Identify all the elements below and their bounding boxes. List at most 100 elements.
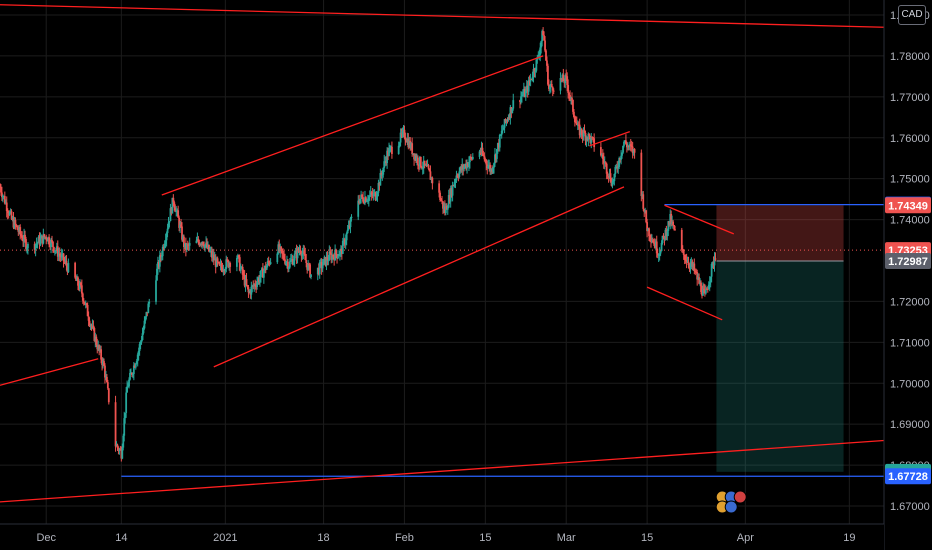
economic-event-icon-2[interactable] — [733, 490, 747, 504]
candle-body-122 — [133, 365, 136, 368]
candle-body-607 — [681, 249, 684, 251]
candle-body-167 — [183, 236, 185, 248]
candle-body-602 — [671, 221, 674, 224]
candle-body-47 — [50, 240, 52, 248]
candle-body-277 — [306, 263, 309, 270]
candle-body-624 — [698, 277, 701, 284]
candle-body-101 — [107, 388, 110, 403]
candle-body-447 — [498, 134, 501, 148]
candle-body-48 — [51, 240, 53, 242]
candle-body-395 — [443, 206, 445, 209]
trendline-4 — [589, 130, 630, 147]
candle-body-389 — [431, 177, 434, 184]
candle-body-560 — [625, 140, 627, 144]
stop-loss-zone — [716, 205, 844, 262]
candle-body-221 — [246, 285, 249, 288]
candle-body-123 — [134, 363, 137, 368]
candle-body-28 — [26, 248, 28, 250]
price-badge-label-5: 1.67728 — [888, 471, 928, 483]
candle-body-105 — [117, 447, 120, 451]
candle-body-507 — [568, 92, 571, 96]
candle-body-185 — [206, 242, 208, 248]
candle-body-156 — [172, 197, 175, 203]
candle-body-256 — [286, 261, 288, 263]
trendlines — [0, 4, 885, 503]
candle-body-362 — [405, 140, 408, 143]
candle-body-239 — [263, 265, 266, 271]
candle-body-286 — [320, 261, 323, 269]
currency-badge[interactable]: CAD — [898, 5, 926, 25]
candle-body-595 — [664, 229, 667, 240]
candle-body-390 — [438, 183, 441, 193]
candle-body-174 — [195, 240, 198, 244]
candle-body-193 — [213, 258, 216, 261]
candle-body-281 — [310, 274, 312, 278]
candle-body-266 — [295, 250, 298, 259]
candle-body-470 — [526, 85, 529, 92]
price-tick-label-5: 1.74000 — [890, 215, 930, 227]
candle-body-614 — [688, 265, 691, 268]
candle-body-430 — [482, 154, 485, 156]
candle-body-519 — [579, 128, 582, 136]
candle-body-371 — [414, 155, 416, 160]
candle-body-51 — [53, 250, 56, 252]
candle-body-73 — [80, 285, 83, 294]
candle-body-59 — [61, 253, 64, 255]
trendline-7 — [0, 439, 885, 503]
candle-body-485 — [541, 31, 544, 42]
candle-body-568 — [632, 149, 635, 154]
candle-body-409 — [456, 175, 459, 177]
candle-body-274 — [303, 250, 306, 255]
candle-body-324 — [363, 201, 365, 204]
candle-body-490 — [546, 60, 548, 66]
candle-body-153 — [169, 208, 172, 222]
candle-body-18 — [16, 225, 19, 230]
candle-body-329 — [367, 196, 370, 201]
candle-body-634 — [707, 284, 710, 290]
candle-body-582 — [651, 240, 654, 243]
candle-body-314 — [347, 225, 350, 230]
candle-body-92 — [99, 349, 102, 351]
candle-body-157 — [173, 202, 176, 208]
candle-body-252 — [282, 253, 285, 255]
candle-body-36 — [39, 238, 42, 245]
candle-body-497 — [552, 90, 555, 92]
candle-body-232 — [257, 278, 259, 283]
candle-body-401 — [448, 195, 451, 202]
economic-event-icon-4[interactable] — [724, 500, 738, 514]
candle-body-224 — [249, 291, 252, 295]
candle-body-446 — [497, 143, 500, 148]
candle-body-432 — [484, 159, 487, 161]
candle-body-246 — [276, 253, 279, 263]
candle-body-593 — [662, 235, 665, 237]
candle-body-81 — [88, 320, 91, 326]
candle-body-220 — [245, 279, 248, 286]
candle-body-424 — [470, 157, 473, 160]
candle-body-467 — [523, 89, 526, 97]
candle-body-476 — [532, 69, 535, 78]
candle-body-373 — [416, 157, 418, 162]
candle-body-566 — [630, 145, 633, 147]
candle-body-571 — [641, 194, 644, 197]
candle-body-312 — [345, 233, 348, 241]
candle-body-540 — [605, 163, 608, 174]
candle-body-629 — [703, 288, 705, 290]
candle-body-462 — [519, 100, 521, 103]
candle-body-372 — [415, 155, 417, 162]
candle-body-313 — [346, 229, 349, 234]
candle-body-354 — [397, 145, 400, 154]
candle-body-23 — [21, 236, 24, 241]
candle-body-116 — [128, 379, 130, 387]
candle-body-551 — [616, 166, 619, 169]
candle-body-521 — [581, 134, 584, 137]
candle-body-546 — [611, 181, 614, 186]
candle-body-287 — [321, 265, 324, 269]
candle-body-531 — [591, 137, 594, 139]
event-icons[interactable] — [715, 490, 747, 514]
candle-body-441 — [493, 163, 495, 168]
candle-body-402 — [449, 188, 452, 202]
candle-body-227 — [252, 285, 255, 287]
candle-body-128 — [139, 342, 142, 345]
